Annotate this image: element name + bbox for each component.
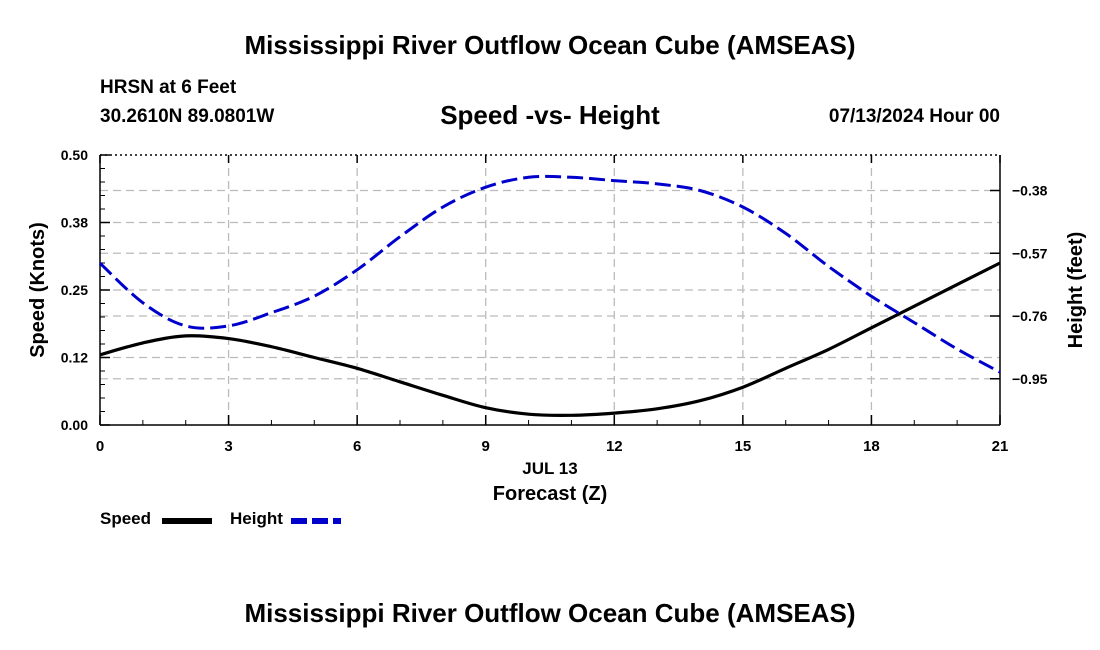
x-tick-label: 9 [482,438,490,455]
y-axis-title: Speed (Knots) [27,222,49,358]
y2-tick-label: −0.57 [1012,245,1048,261]
y-tick-label: 0.25 [61,282,88,298]
legend-speed-swatch [162,518,212,524]
x-tick-label: 21 [992,438,1009,455]
legend-height-swatch [291,518,341,524]
speed-series-line [99,261,1001,417]
legend-speed-label: Speed [100,509,152,528]
y-tick-label: 0.00 [61,417,88,433]
chart-subtitle: Speed -vs- Height [440,100,660,130]
x-tick-label: 18 [863,438,880,455]
x-tick-label: 15 [735,438,752,455]
y-tick-label: 0.50 [61,147,88,163]
footer-title: Mississippi River Outflow Ocean Cube (AM… [244,598,856,628]
x-tick-label: 3 [224,438,232,455]
forecast-datetime: 07/13/2024 Hour 00 [828,106,1000,127]
y2-tick-label: −0.76 [1012,308,1048,324]
station-coordinates: 30.2610N 89.0801W [100,106,275,127]
x-tick-label: 12 [606,438,623,455]
x-axis-date: JUL 13 [522,459,577,478]
x-axis-title: Forecast (Z) [493,483,607,505]
y-tick-label: 0.12 [61,350,88,366]
x-tick-label: 0 [96,438,104,455]
y2-tick-label: −0.38 [1012,183,1048,199]
y2-tick-label: −0.95 [1012,371,1048,387]
height-series-line [98,174,1001,374]
x-tick-label: 6 [353,438,361,455]
station-label: HRSN at 6 Feet [100,77,237,98]
y-tick-label: 0.38 [61,215,88,231]
y2-axis-title: Height (feet) [1065,232,1087,349]
legend-height-label: Height [230,509,283,528]
main-title: Mississippi River Outflow Ocean Cube (AM… [244,30,856,60]
